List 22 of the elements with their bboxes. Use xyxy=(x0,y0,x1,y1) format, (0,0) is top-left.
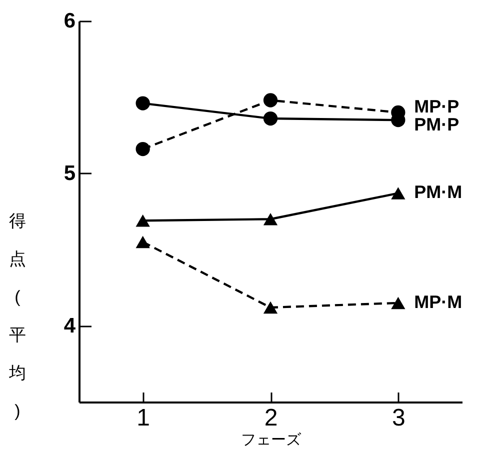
x-axis-title: フェーズ xyxy=(241,432,302,448)
point xyxy=(136,236,150,248)
series-label: MP·P xyxy=(414,96,460,116)
point xyxy=(136,96,150,110)
point xyxy=(263,111,278,126)
series-label: PM·M xyxy=(414,182,462,202)
series-label: MP·M xyxy=(414,292,462,312)
point xyxy=(391,296,406,310)
x-tick-label: 2 xyxy=(264,404,278,432)
x-tick-label: 1 xyxy=(136,404,150,432)
y-tick-label: 5 xyxy=(64,162,76,185)
y-axis-title: 得点(平均) xyxy=(8,212,26,420)
y-tick-label: 4 xyxy=(64,314,76,338)
point xyxy=(263,301,278,314)
point xyxy=(263,93,278,108)
y-tick-label: 6 xyxy=(64,10,76,32)
x-tick-label: 3 xyxy=(392,404,406,432)
point xyxy=(391,187,406,200)
point xyxy=(263,212,278,226)
point xyxy=(136,214,150,227)
series-label: PM·P xyxy=(414,114,460,134)
point xyxy=(136,142,150,156)
